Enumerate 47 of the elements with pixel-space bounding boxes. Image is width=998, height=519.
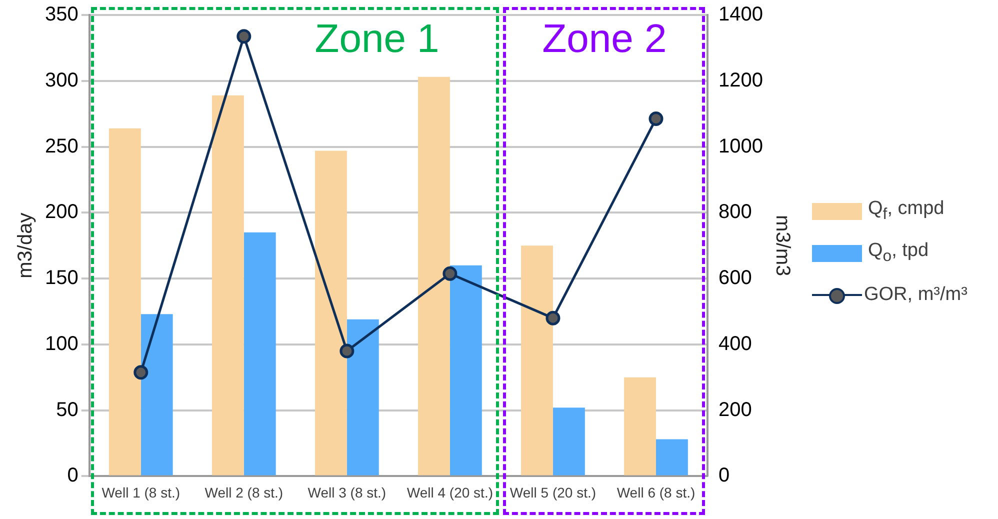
x-tick-label: Well 3 (8 st.) — [308, 484, 386, 500]
legend-label: Q$_{f}$, cmpd — [868, 198, 944, 224]
x-tick-label: Well 5 (20 st.) — [510, 484, 596, 500]
y2-tick-label: 400 — [718, 332, 752, 355]
y2-tick-label: 1400 — [718, 4, 764, 26]
bar — [212, 95, 244, 476]
legend-label: Q$_{o}$, tpd — [868, 240, 929, 266]
point — [546, 310, 560, 326]
y-tick-label: 100 — [44, 332, 78, 355]
x-tick-label: Well 6 (8 st.) — [616, 484, 696, 500]
y2-tick-label: 600 — [718, 267, 752, 290]
y-tick-label: 350 — [44, 4, 78, 26]
point — [340, 344, 354, 358]
y-tick-label: 300 — [44, 69, 78, 92]
bar — [346, 319, 379, 476]
x-tick-label: Well 1 (8 st.) — [102, 484, 180, 500]
y2-tick-label: 1000 — [718, 135, 764, 158]
y2-axis-title: m3/m3 — [771, 215, 794, 276]
bar — [140, 314, 173, 476]
y-axis-title: m3/day — [14, 212, 37, 278]
y-tick-label: 150 — [44, 267, 78, 290]
point — [134, 365, 148, 380]
y-tick-label: 200 — [44, 201, 78, 224]
y2-tick-label: 200 — [718, 398, 752, 421]
point — [442, 266, 458, 281]
bar — [244, 232, 276, 476]
annotation: Zone 1 — [314, 17, 440, 62]
y-tick-label: 50 — [56, 398, 78, 421]
bar — [108, 128, 141, 476]
bar — [656, 439, 688, 476]
legend-label: GOR, m³/m³ — [864, 284, 968, 306]
point — [236, 29, 252, 44]
bar — [552, 408, 585, 476]
bar — [314, 150, 347, 476]
y2-tick-label: 800 — [718, 201, 752, 224]
x-tick-label: Well 2 (8 st.) — [204, 484, 284, 500]
bar — [624, 377, 656, 476]
bar — [418, 76, 450, 476]
y-tick-label: 250 — [44, 135, 78, 158]
bar — [521, 246, 553, 476]
bar — [450, 265, 482, 476]
y2-tick-label: 1200 — [718, 69, 764, 92]
point — [648, 112, 664, 126]
y-tick-label: 0 — [67, 464, 78, 487]
y2-tick-label: 0 — [718, 464, 730, 487]
x-tick-label: Well 4 (20 st.) — [406, 484, 494, 500]
annotation: Zone 2 — [542, 17, 667, 62]
